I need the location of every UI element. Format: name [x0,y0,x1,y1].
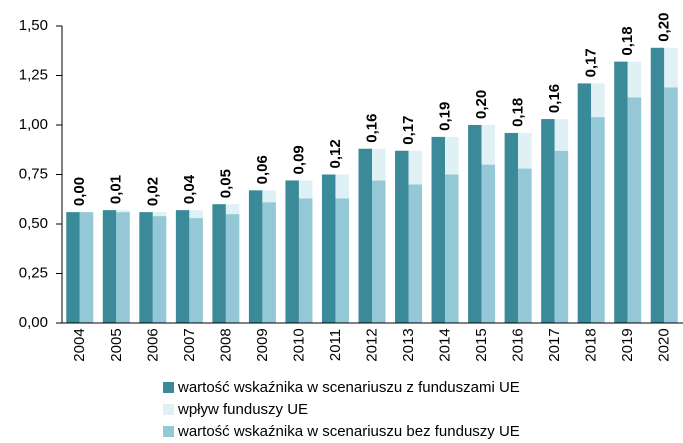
bar [116,212,130,323]
data-label: 0,18 [510,98,527,127]
bar [285,180,299,323]
bar [189,218,203,323]
data-label: 0,20 [473,90,490,119]
x-tick-label: 2013 [400,328,417,361]
legend-swatch [163,404,174,415]
bar-segment [445,136,459,175]
bar [358,148,372,323]
bar-segment [335,174,349,199]
data-label: 0,12 [327,139,344,168]
data-label: 0,18 [619,26,636,55]
bar-segment [116,210,130,213]
x-tick-label: 2004 [71,328,88,361]
bar [79,212,94,323]
bar-segment [298,180,313,199]
bar [395,150,409,323]
bar [504,132,519,323]
data-label: 0,16 [546,84,563,113]
bar [372,180,386,323]
bar [431,136,446,323]
bar-segment [262,190,276,203]
bar-segment [152,212,167,217]
x-tick-label: 2017 [546,328,563,361]
bar-segment [189,210,203,219]
bar [175,210,190,323]
y-tick-label: 1,50 [19,17,48,34]
x-tick-label: 2019 [619,328,636,361]
data-label: 0,17 [400,116,417,145]
bar-segment [408,150,423,185]
x-tick-label: 2014 [437,328,454,361]
bar [66,212,80,323]
x-tick-label: 2012 [363,328,380,361]
legend-label: wartość wskaźnika w scenariuszu bez fund… [177,423,520,440]
y-tick-label: 0,00 [19,314,48,331]
bar [627,97,642,323]
bar-segment [591,83,605,118]
y-tick-label: 1,00 [19,116,48,133]
x-tick-label: 2005 [108,328,125,361]
x-tick-label: 2011 [327,329,344,361]
legend-swatch [163,426,174,437]
bar [614,61,628,323]
y-tick-label: 0,50 [19,215,48,232]
x-tick-label: 2008 [217,328,234,361]
bar [468,125,482,323]
data-label: 0,17 [583,48,600,77]
bar-segment [518,132,532,169]
bar [445,174,459,323]
x-tick-label: 2020 [656,328,673,361]
x-tick-label: 2006 [144,328,161,361]
bar-segment [554,119,569,151]
x-tick-label: 2010 [290,328,307,361]
data-label: 0,05 [217,169,234,198]
bar [541,119,555,323]
legend-label: wpływ funduszy UE [177,401,308,418]
bar [335,198,349,323]
bar [298,198,313,323]
bar [591,117,605,323]
bar [225,214,240,323]
bar-segment [372,148,386,181]
bar [262,202,276,323]
bar [650,47,665,323]
data-label: 0,16 [363,114,380,143]
bar [408,184,423,323]
x-tick-label: 2015 [473,328,490,361]
data-label: 0,01 [108,175,125,204]
bar [248,190,263,323]
bar [152,216,167,323]
y-tick-label: 1,25 [19,66,48,83]
data-label: 0,19 [437,102,454,131]
data-label: 0,00 [71,177,88,206]
bar [664,87,678,323]
x-tick-label: 2018 [583,328,600,361]
bar [212,204,226,323]
x-tick-label: 2009 [254,328,271,361]
bar-segment [664,47,678,88]
data-label: 0,20 [656,13,673,42]
data-label: 0,02 [144,177,161,206]
x-tick-label: 2016 [510,328,527,361]
legend-swatch [163,382,174,393]
bar [481,164,496,323]
legend-label: wartość wskaźnika w scenariuszu z fundus… [177,379,520,396]
bar-segment [481,125,496,165]
bar-segment [627,61,642,98]
bar [321,174,336,323]
bar [577,83,592,323]
bar-segment [225,204,240,215]
y-tick-label: 0,75 [19,165,48,182]
bar [518,168,532,323]
bar [139,212,153,323]
data-label: 0,06 [254,155,271,184]
bar [554,150,569,323]
data-label: 0,04 [181,174,198,204]
bar [102,210,117,323]
data-label: 0,09 [290,145,307,174]
y-tick-label: 0,25 [19,264,48,281]
x-tick-label: 2007 [181,328,198,361]
